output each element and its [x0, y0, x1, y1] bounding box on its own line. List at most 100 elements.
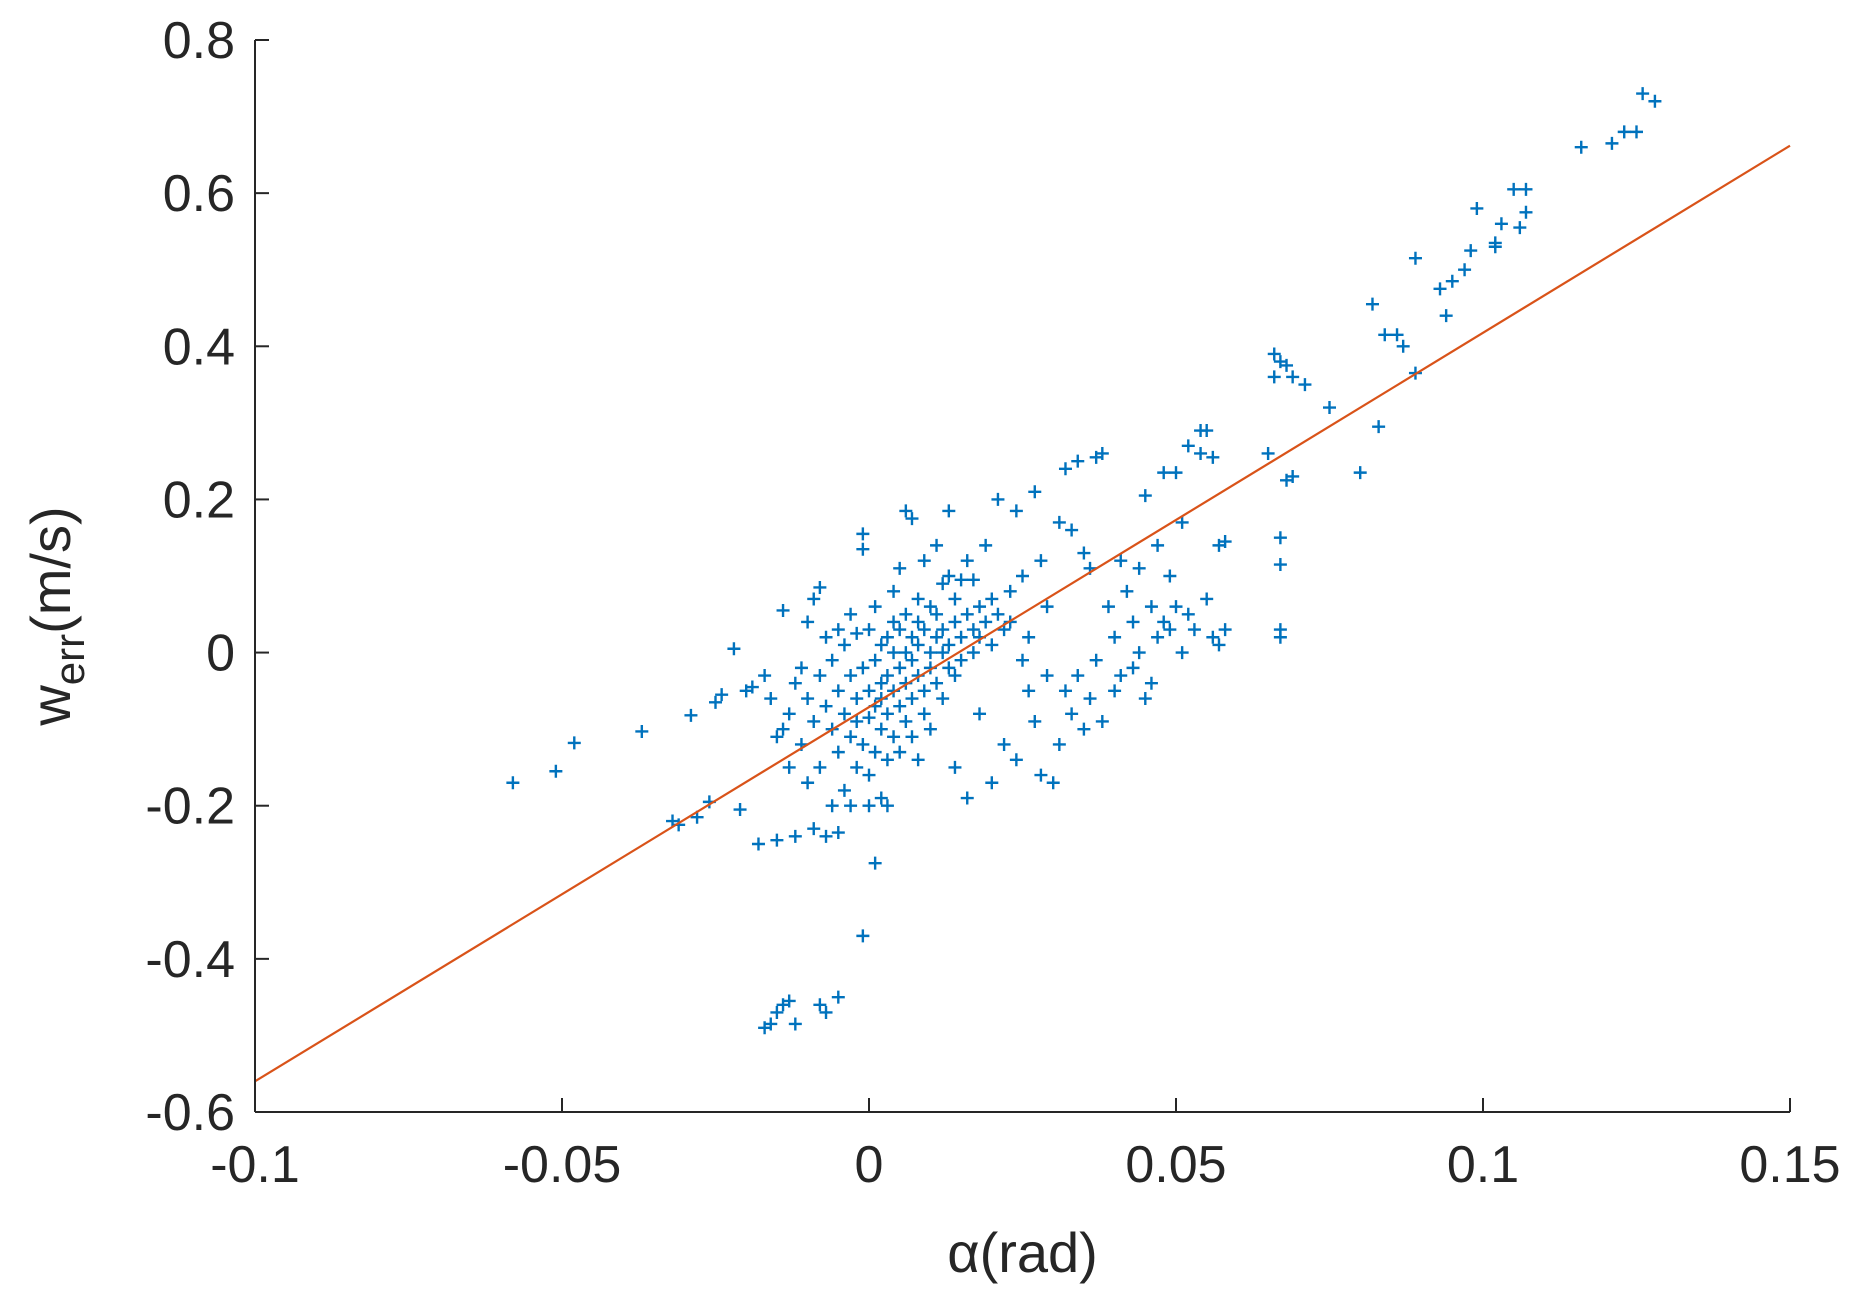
scatter-point	[1390, 328, 1404, 342]
scatter-point	[1519, 182, 1533, 196]
scatter-point	[567, 736, 581, 750]
y-tick-label: -0.4	[145, 931, 235, 989]
scatter-point	[727, 642, 741, 656]
scatter-point	[1065, 707, 1079, 721]
scatter-point	[831, 623, 845, 637]
scatter-point	[991, 492, 1005, 506]
scatter-point	[1071, 454, 1085, 468]
scatter-point	[1144, 676, 1158, 690]
scatter-point	[911, 638, 925, 652]
scatter-point	[1273, 558, 1287, 572]
scatter-point	[850, 760, 864, 774]
scatter-point	[856, 737, 870, 751]
scatter-point	[1040, 669, 1054, 683]
scatter-point	[1194, 446, 1208, 460]
scatter-point	[1212, 638, 1226, 652]
scatter-point	[813, 998, 827, 1012]
scatter-point	[819, 1005, 833, 1019]
scatter-point	[923, 646, 937, 660]
scatter-point	[936, 646, 950, 660]
x-tick-label: 0.15	[1739, 1136, 1840, 1194]
scatter-point	[1218, 535, 1232, 549]
scatter-point	[880, 753, 894, 767]
scatter-point	[709, 695, 722, 709]
scatter-point	[831, 745, 845, 759]
scatter-point	[788, 676, 802, 690]
scatter-point	[819, 829, 833, 843]
scatter-point	[856, 661, 870, 675]
scatter-point	[1372, 420, 1386, 434]
scatter-point	[960, 607, 974, 621]
scatter-point	[911, 592, 925, 606]
scatter-point	[856, 929, 870, 943]
scatter-point	[1114, 554, 1128, 568]
scatter-point	[880, 630, 894, 644]
scatter-point	[868, 856, 882, 870]
scatter-point	[1206, 450, 1220, 464]
scatter-point	[948, 592, 962, 606]
scatter-point	[1101, 600, 1115, 614]
scatter-point	[979, 538, 993, 552]
scatter-point	[684, 708, 698, 722]
y-tick-label: -0.2	[145, 778, 235, 836]
scatter-point	[1058, 462, 1072, 476]
scatter-point	[930, 607, 944, 621]
scatter-point	[1286, 469, 1300, 483]
y-tick-label: -0.6	[145, 1084, 235, 1142]
scatter-point	[1151, 538, 1165, 552]
scatter-point	[1003, 584, 1017, 598]
scatter-point	[1132, 561, 1146, 575]
scatter-point	[1163, 623, 1177, 637]
scatter-point	[813, 669, 827, 683]
scatter-point	[880, 669, 894, 683]
scatter-point	[776, 722, 790, 736]
scatter-point	[960, 554, 974, 568]
scatter-point	[911, 615, 925, 629]
fit-line	[254, 144, 1791, 1083]
scatter-point	[1464, 244, 1478, 258]
scatter-point	[893, 561, 907, 575]
scatter-point	[1089, 653, 1103, 667]
scatter-point	[930, 630, 944, 644]
scatter-point	[880, 799, 894, 813]
scatter-point	[1169, 600, 1183, 614]
scatter-point	[917, 707, 931, 721]
scatter-point	[813, 760, 827, 774]
scatter-point	[1408, 251, 1422, 265]
scatter-point	[807, 822, 821, 836]
scatter-point	[1151, 630, 1165, 644]
scatter-point	[764, 1017, 778, 1031]
y-tick-label: 0.4	[163, 318, 235, 376]
scatter-point	[948, 615, 962, 629]
scatter-point	[1028, 485, 1042, 499]
scatter-point	[794, 661, 808, 675]
scatter-point	[1513, 221, 1527, 235]
scatter-point	[844, 607, 858, 621]
scatter-point	[1120, 584, 1134, 598]
scatter-point	[1298, 378, 1312, 392]
scatter-point	[973, 707, 987, 721]
scatter-point	[874, 676, 888, 690]
scatter-point	[844, 799, 858, 813]
scatter-point	[1648, 94, 1662, 108]
scatter-point	[1083, 692, 1097, 706]
scatter-point	[776, 603, 790, 617]
scatter-point	[917, 554, 931, 568]
scatter-point	[936, 692, 950, 706]
scatter-point	[1396, 339, 1410, 353]
scatter-point	[942, 638, 956, 652]
scatter-point	[936, 577, 950, 591]
scatter-point	[899, 607, 913, 621]
scatter-point	[850, 626, 864, 640]
scatter-point	[899, 646, 913, 660]
scatter-point	[948, 760, 962, 774]
scatter-point	[1433, 282, 1447, 296]
scatter-point	[1280, 358, 1294, 372]
ticks-group: -0.1 -0.05 0 0.05 0.1 0.15 -0.6 -0.4 -0.2 0 0.2 0.4…	[145, 12, 1840, 1194]
scatter-point	[1040, 600, 1054, 614]
scatter-point	[966, 573, 980, 587]
scatter-point	[1261, 446, 1275, 460]
scatter-point	[1470, 201, 1484, 215]
scatter-point	[948, 669, 962, 683]
